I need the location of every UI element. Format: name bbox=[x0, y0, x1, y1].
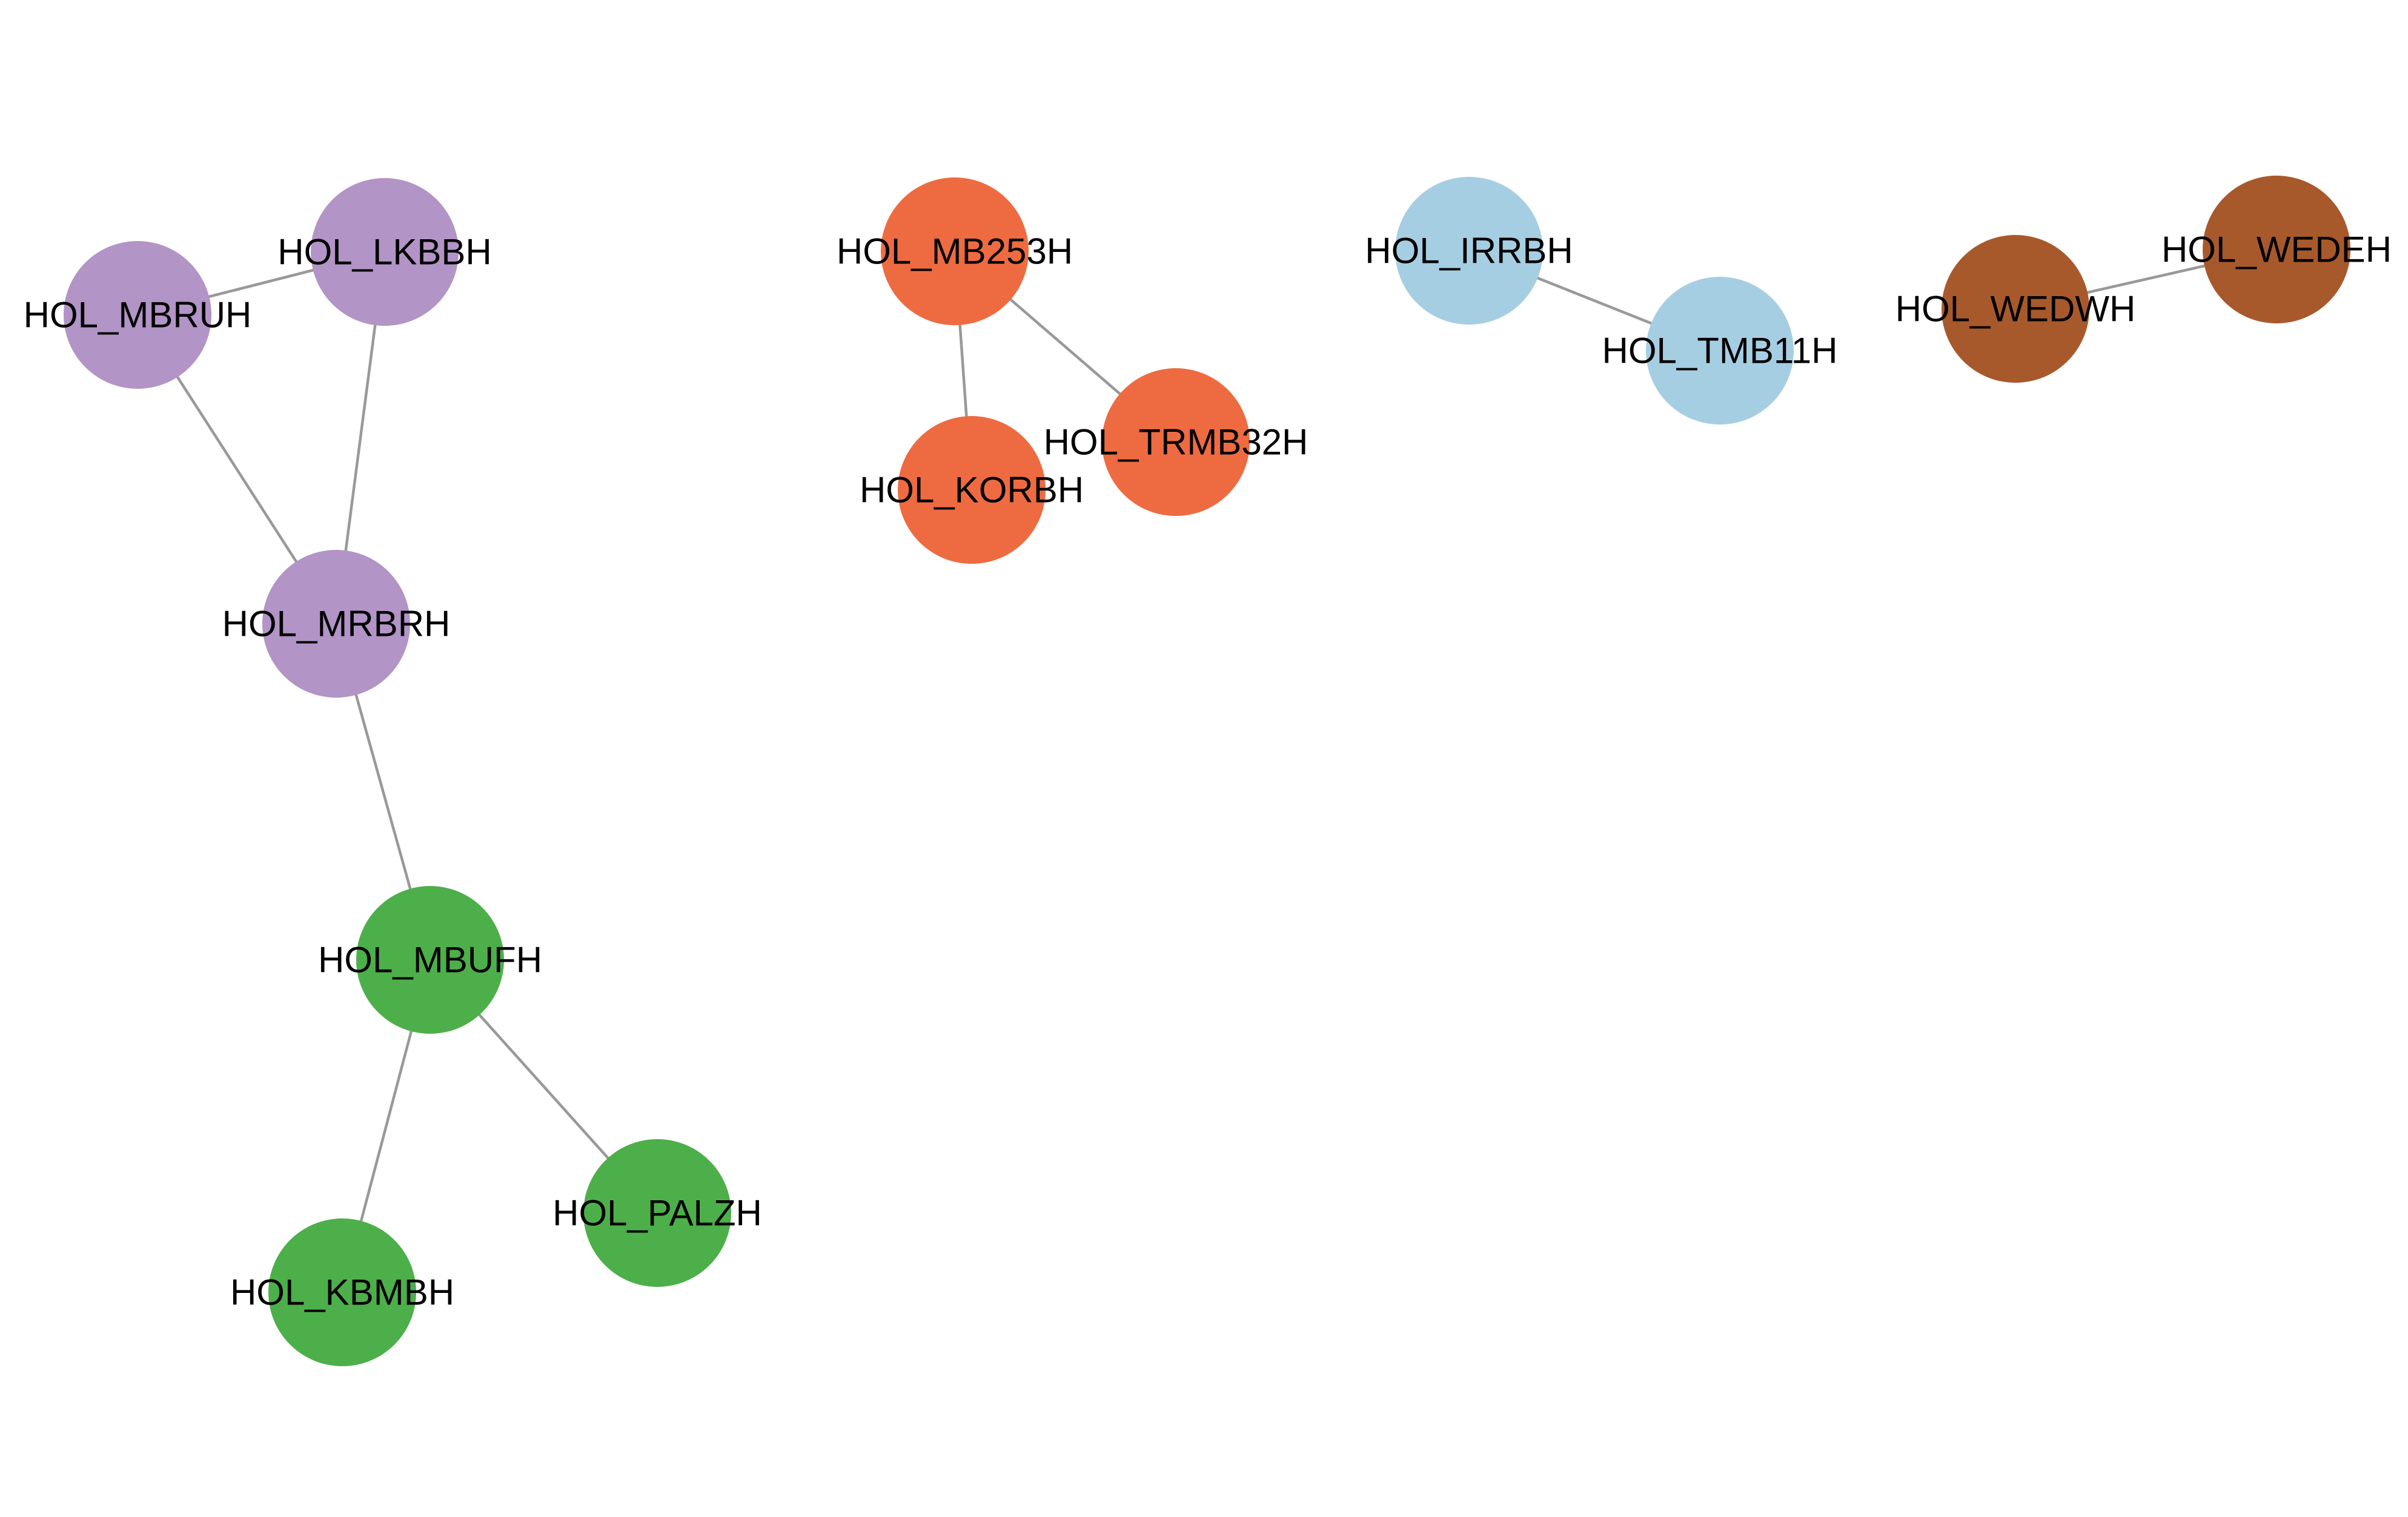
graph-node-label-HOL_PALZH: HOL_PALZH bbox=[552, 1193, 762, 1234]
graph-node-HOL_IRRBH bbox=[1395, 177, 1543, 325]
graph-node-label-HOL_IRRBH: HOL_IRRBH bbox=[1365, 231, 1573, 271]
graph-node-HOL_MBRUH bbox=[64, 241, 211, 389]
graph-node-label-HOL_TRMB32H: HOL_TRMB32H bbox=[1044, 422, 1308, 463]
graph-node-label-HOL_WEDEH: HOL_WEDEH bbox=[2161, 230, 2392, 270]
graph-node-HOL_TMB11H bbox=[1646, 277, 1794, 425]
graph-node-label-HOL_MBRUH: HOL_MBRUH bbox=[24, 295, 252, 335]
graph-node-HOL_TRMB32H bbox=[1102, 368, 1250, 516]
graph-node-label-HOL_KORBH: HOL_KORBH bbox=[860, 470, 1084, 511]
graph-node-HOL_KORBH bbox=[898, 416, 1046, 564]
graph-node-HOL_KBMBH bbox=[268, 1218, 416, 1366]
graph-node-HOL_MRBRH bbox=[262, 550, 410, 698]
graph-node-HOL_WEDEH bbox=[2203, 176, 2350, 323]
graph-node-label-HOL_TMB11H: HOL_TMB11H bbox=[1602, 331, 1837, 371]
graph-node-label-HOL_MB253H: HOL_MB253H bbox=[837, 231, 1073, 272]
graph-node-HOL_LKBBH bbox=[311, 178, 459, 326]
graph-node-label-HOL_KBMBH: HOL_KBMBH bbox=[230, 1272, 454, 1313]
graph-node-HOL_MB253H bbox=[881, 177, 1029, 325]
graph-node-label-HOL_LKBBH: HOL_LKBBH bbox=[277, 232, 492, 273]
graph-node-HOL_PALZH bbox=[583, 1139, 731, 1287]
graph-node-HOL_MBUFH bbox=[356, 886, 504, 1034]
graph-node-HOL_WEDWH bbox=[1942, 235, 2089, 383]
graph-node-label-HOL_MBUFH: HOL_MBUFH bbox=[318, 940, 542, 980]
graph-node-label-HOL_WEDWH: HOL_WEDWH bbox=[1896, 289, 2136, 329]
graph-node-label-HOL_MRBRH: HOL_MRBRH bbox=[222, 604, 451, 644]
